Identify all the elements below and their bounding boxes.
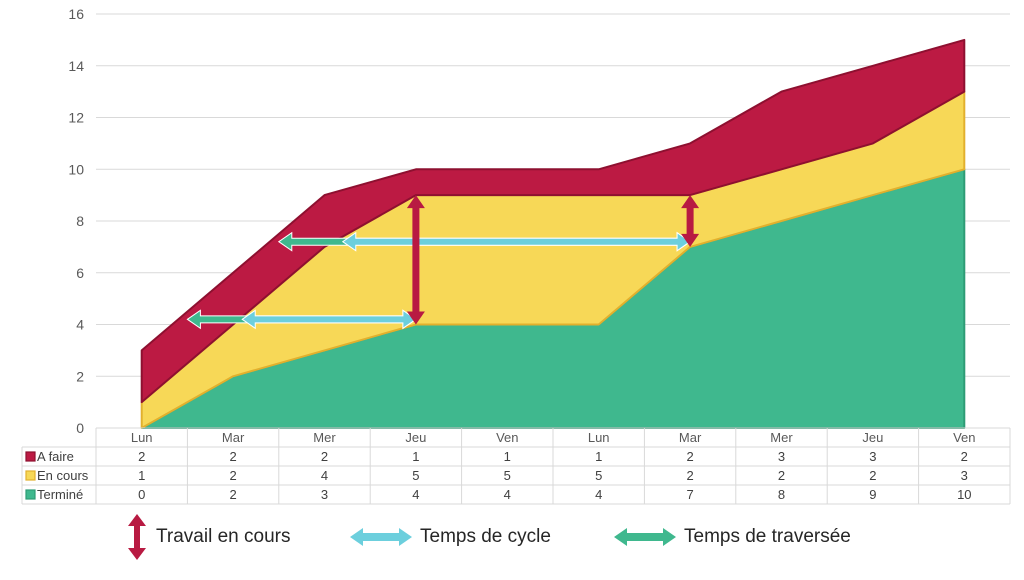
row-label: En cours xyxy=(37,468,89,483)
data-table: Lun Mar Mer Jeu Ven Lun Mar Mer Jeu Ven A faire 2 2 2… xyxy=(21,427,1011,505)
data-label: 2 xyxy=(138,449,145,464)
data-label: 4 xyxy=(321,468,328,483)
data-label: 10 xyxy=(957,487,971,502)
data-label: 3 xyxy=(961,468,968,483)
legend-key-swatch xyxy=(25,470,36,481)
area-a-faire xyxy=(140,38,966,404)
horizontal-double-arrow-icon xyxy=(350,528,412,546)
wip-arrow xyxy=(681,195,700,247)
data-label: 2 xyxy=(229,468,236,483)
x-category-label: Mer xyxy=(770,430,793,445)
y-tick-label: 12 xyxy=(68,110,84,126)
row-label: A faire xyxy=(37,449,74,464)
y-tick-label: 8 xyxy=(76,213,84,229)
data-label: 2 xyxy=(778,468,785,483)
data-label: 3 xyxy=(321,487,328,502)
legend-key-swatch xyxy=(25,451,36,462)
y-tick-label: 14 xyxy=(68,58,84,74)
y-tick-label: 2 xyxy=(76,368,84,384)
y-tick-label: 6 xyxy=(76,265,84,281)
annotation-arrows xyxy=(186,195,700,330)
row-label: Terminé xyxy=(37,487,83,502)
x-category-label: Ven xyxy=(953,430,975,445)
y-tick-label: 4 xyxy=(76,317,84,333)
data-label: 1 xyxy=(504,449,511,464)
stacked-areas xyxy=(140,38,966,429)
data-label: 0 xyxy=(138,487,145,502)
x-category-label: Lun xyxy=(131,430,153,445)
y-tick-label: 0 xyxy=(76,420,84,436)
y-tick-label: 16 xyxy=(68,6,84,22)
data-label: 2 xyxy=(869,468,876,483)
horizontal-double-arrow-icon xyxy=(614,528,676,546)
data-label: 3 xyxy=(869,449,876,464)
y-axis: 0 2 4 6 8 10 12 14 16 xyxy=(68,6,84,436)
data-label: 1 xyxy=(412,449,419,464)
x-category-label: Mar xyxy=(679,430,702,445)
data-label: 2 xyxy=(321,449,328,464)
data-label: 4 xyxy=(412,487,419,502)
x-category-label: Ven xyxy=(496,430,518,445)
legend-lead-time: Temps de traversée xyxy=(614,512,851,562)
x-category-label: Mar xyxy=(222,430,245,445)
x-category-label: Jeu xyxy=(405,430,426,445)
data-label: 2 xyxy=(229,487,236,502)
data-label: 8 xyxy=(778,487,785,502)
legend-cycle-time: Temps de cycle xyxy=(350,512,551,562)
legend-label-wip: Travail en cours xyxy=(156,526,291,547)
x-category-label: Lun xyxy=(588,430,610,445)
data-label: 5 xyxy=(412,468,419,483)
data-label: 1 xyxy=(138,468,145,483)
legend-wip: Travail en cours xyxy=(126,512,290,562)
data-label: 7 xyxy=(686,487,693,502)
data-label: 2 xyxy=(229,449,236,464)
legend-key-swatch xyxy=(25,489,36,500)
data-label: 2 xyxy=(686,449,693,464)
data-label: 3 xyxy=(778,449,785,464)
x-category-label: Mer xyxy=(313,430,336,445)
data-label: 4 xyxy=(595,487,602,502)
legend-label-cycle-time: Temps de cycle xyxy=(420,526,551,547)
data-label: 9 xyxy=(869,487,876,502)
vertical-double-arrow-icon xyxy=(128,514,146,560)
x-category-label: Jeu xyxy=(862,430,883,445)
wip-arrow xyxy=(406,195,425,325)
y-tick-label: 10 xyxy=(68,161,84,177)
data-label: 2 xyxy=(961,449,968,464)
data-label: 2 xyxy=(686,468,693,483)
data-label: 5 xyxy=(595,468,602,483)
legend-label-lead-time: Temps de traversée xyxy=(684,526,851,547)
data-label: 1 xyxy=(595,449,602,464)
data-label: 5 xyxy=(504,468,511,483)
data-label: 4 xyxy=(504,487,511,502)
